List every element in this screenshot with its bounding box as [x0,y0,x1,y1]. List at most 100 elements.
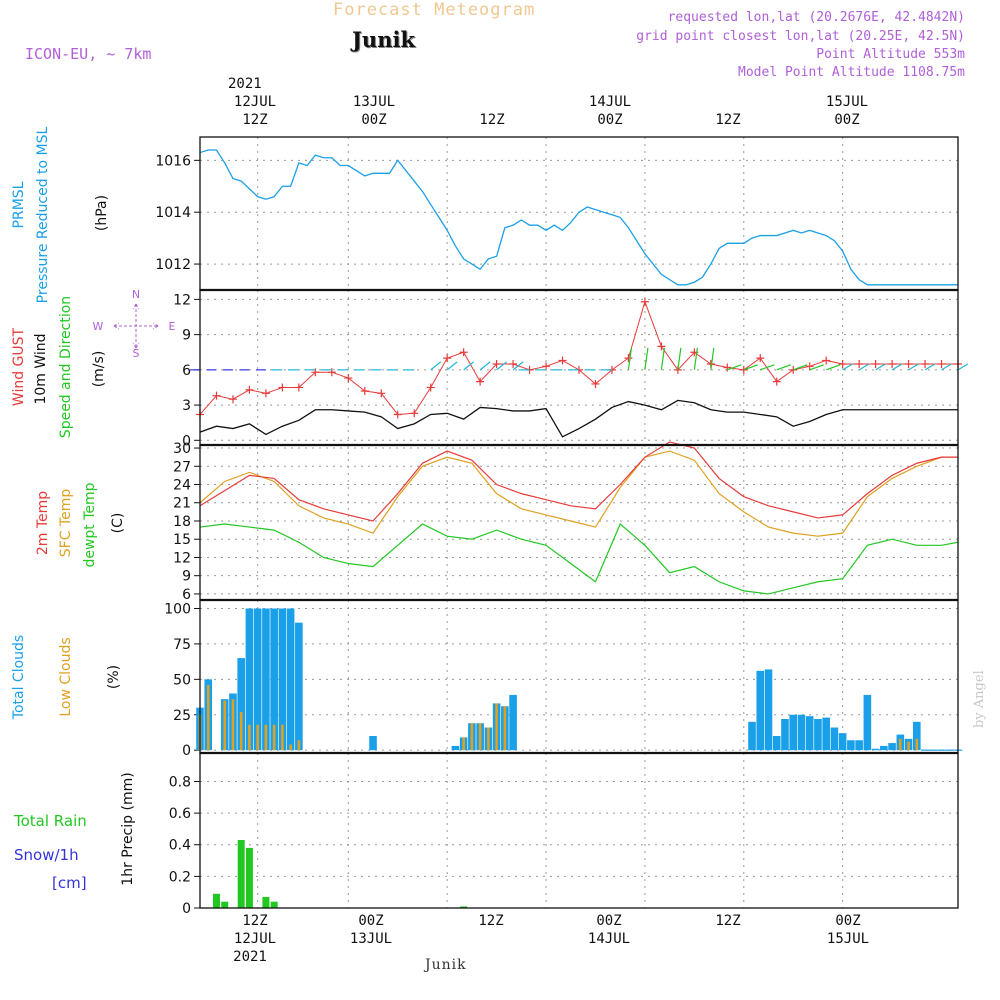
low-clouds-bar [272,724,276,751]
gust-marker [278,383,287,392]
wind-direction-arrow [891,363,903,371]
chart-title: Forecast Meteogram [333,0,536,20]
total-clouds-bar [295,622,303,751]
gust-marker [311,368,320,377]
wind-direction-arrow [430,361,442,371]
pressure-label-msl: Pressure Reduced to MSL [35,126,51,303]
total-clouds-bar [880,745,888,751]
total-clouds-bar [888,743,896,751]
gust-marker [426,383,435,392]
temp-2m-line [199,441,958,522]
top-tick-hour: 12Z [715,112,741,128]
point-altitude: Point Altitude 553m [816,47,965,62]
wind-direction-arrow [924,363,936,371]
y-tick-label: 3 [182,398,191,414]
wind-direction-arrow [760,364,775,371]
wind-units: (m/s) [91,351,107,388]
y-tick-label: 30 [173,441,191,457]
total-clouds-bar [764,669,773,751]
y-tick-label: 0.8 [169,774,191,790]
wind-direction-arrow [793,364,808,371]
grid-point-coords: grid point closest lon,lat (20.25E, 42.5… [636,29,965,44]
wind-direction-arrow [776,364,791,371]
wind-direction-arrow [908,363,919,371]
gust-marker [261,389,270,398]
low-clouds-bar [231,699,235,751]
compass-west: W [93,320,104,333]
gust-marker [558,356,567,365]
total-clouds-label: Total Clouds [11,635,27,720]
wind-speed-line [199,399,958,438]
total-clouds-bar [871,748,880,751]
total-clouds-bar [838,733,847,751]
temp-2m-label: 2m Temp [35,491,51,555]
top-tick-hour: 12Z [479,112,505,128]
top-tick-hour: 12Z [242,112,268,128]
rain-bar [262,896,270,908]
wind-direction-arrow [941,363,952,371]
compass-north: N [132,288,140,301]
bottom-tick-date: 13JUL [349,931,393,947]
snow-label: Snow/1h [14,846,79,864]
low-clouds-bar [907,741,910,751]
wind-direction-arrow [660,347,665,370]
low-clouds-bar [495,703,498,751]
y-tick-label: 25 [173,708,191,724]
rain-bar [460,906,468,908]
y-tick-label: 0.2 [169,869,191,885]
y-tick-label: 18 [173,514,191,530]
wind-10m-label: 10m Wind [33,333,49,404]
y-tick-label: 12 [173,550,191,566]
total-clouds-bar [772,736,781,751]
wind-gust-line [199,300,958,415]
panel-frame [199,752,959,909]
gust-marker [509,359,518,368]
y-tick-label: 0 [182,901,191,917]
top-axis-year: 2021 [228,76,262,92]
gust-marker [921,359,930,368]
low-clouds-bar [256,724,259,751]
y-tick-label: 6 [182,363,191,379]
top-tick-date: 15JUL [825,94,869,110]
compass-east: E [169,320,176,333]
y-tick-label: 50 [173,672,191,688]
wind-direction-arrow [727,364,742,371]
pressure-line [199,149,958,286]
wind-direction-arrow [842,363,853,371]
y-tick-label: 15 [173,532,191,548]
total-clouds-bar [451,745,460,751]
gust-marker [888,359,897,368]
gust-marker [789,365,798,374]
panel-frame [199,599,959,754]
wind-direction-arrow [858,363,870,371]
gust-marker [410,409,419,418]
location-title: Junik [352,27,415,52]
bottom-tick-hour: 12Z [715,913,741,929]
gust-marker [723,363,732,372]
y-tick-label: 12 [173,292,191,308]
y-tick-label: 1016 [155,153,191,169]
compass-south: S [133,347,140,360]
top-tick-date: 14JUL [588,94,632,110]
total-clouds-bar [805,716,814,751]
total-clouds-bar [847,740,855,751]
gust-marker [212,391,221,400]
model-altitude: Model Point Altitude 1108.75m [738,65,965,80]
low-clouds-bar [223,700,227,751]
total-clouds-bar [830,727,839,751]
gust-marker [542,362,551,371]
total-clouds-bar [913,721,921,751]
low-clouds-bar [899,738,902,751]
y-tick-label: 0.6 [169,806,191,822]
model-label: ICON-EU, ~ 7km [25,45,152,63]
total-clouds-bar [245,608,254,751]
bottom-tick-date: 12JUL [233,931,277,947]
snow-units: [cm] [52,874,87,892]
bottom-tick-hour: 00Z [358,913,384,929]
y-tick-label: 0.4 [169,838,191,854]
wind-direction-arrow [875,363,886,371]
gust-marker [657,342,666,351]
wind-direction-arrow [479,361,491,371]
gust-marker [476,377,485,386]
low-clouds-bar [487,727,490,751]
